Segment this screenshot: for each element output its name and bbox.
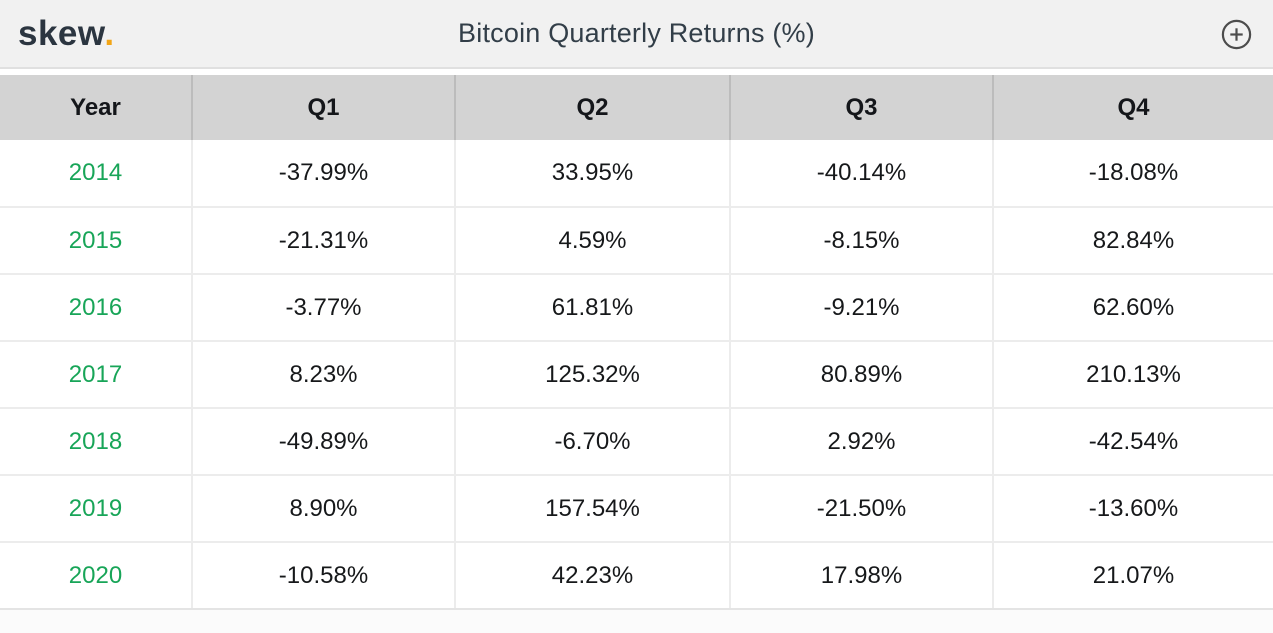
logo-dot: . xyxy=(104,14,115,53)
year-link[interactable]: 2014 xyxy=(0,140,193,208)
table-row-2014: 2014 -37.99% 33.95% -40.14% -18.08% xyxy=(0,140,1273,208)
table-row-2015: 2015 -21.31% 4.59% -8.15% 82.84% xyxy=(0,207,1273,275)
value-cell: 125.32% xyxy=(455,341,731,409)
table-row-2017: 2017 8.23% 125.32% 80.89% 210.13% xyxy=(0,341,1273,409)
value-cell: 157.54% xyxy=(455,475,731,543)
column-header-q4: Q4 xyxy=(993,75,1273,140)
value-cell: -3.77% xyxy=(192,274,456,342)
year-link[interactable]: 2016 xyxy=(0,274,193,342)
bottom-strip xyxy=(0,610,1273,632)
value-cell: -21.50% xyxy=(730,475,994,543)
table-row-2019: 2019 8.90% 157.54% -21.50% -13.60% xyxy=(0,475,1273,543)
column-header-q1: Q1 xyxy=(192,75,456,140)
value-cell: 8.23% xyxy=(192,341,456,409)
value-cell: -42.54% xyxy=(993,408,1273,476)
table-header-row: Year Q1 Q2 Q3 Q4 xyxy=(0,75,1273,140)
column-header-year: Year xyxy=(0,75,193,140)
value-cell: -10.58% xyxy=(192,542,456,610)
expand-button[interactable] xyxy=(1221,19,1252,50)
value-cell: 62.60% xyxy=(993,274,1273,342)
value-cell: 42.23% xyxy=(455,542,731,610)
value-cell: -21.31% xyxy=(192,207,456,275)
value-cell: -40.14% xyxy=(730,140,994,208)
value-cell: -49.89% xyxy=(192,408,456,476)
logo-text: skew xyxy=(18,14,105,53)
value-cell: -8.15% xyxy=(730,207,994,275)
skew-logo[interactable]: skew. xyxy=(18,16,115,51)
value-cell: -6.70% xyxy=(455,408,731,476)
value-cell: -9.21% xyxy=(730,274,994,342)
year-link[interactable]: 2017 xyxy=(0,341,193,409)
year-link[interactable]: 2020 xyxy=(0,542,193,610)
table-row-2020: 2020 -10.58% 42.23% 17.98% 21.07% xyxy=(0,542,1273,610)
value-cell: 21.07% xyxy=(993,542,1273,610)
value-cell: 4.59% xyxy=(455,207,731,275)
value-cell: 210.13% xyxy=(993,341,1273,409)
value-cell: -18.08% xyxy=(993,140,1273,208)
value-cell: 82.84% xyxy=(993,207,1273,275)
column-header-q3: Q3 xyxy=(730,75,994,140)
table-row-2018: 2018 -49.89% -6.70% 2.92% -42.54% xyxy=(0,408,1273,476)
value-cell: 8.90% xyxy=(192,475,456,543)
column-header-q2: Q2 xyxy=(455,75,731,140)
year-link[interactable]: 2015 xyxy=(0,207,193,275)
returns-table: Year Q1 Q2 Q3 Q4 2014 -37.99% 33.95% -40… xyxy=(0,75,1273,610)
value-cell: 17.98% xyxy=(730,542,994,610)
year-link[interactable]: 2018 xyxy=(0,408,193,476)
value-cell: 33.95% xyxy=(455,140,731,208)
value-cell: 80.89% xyxy=(730,341,994,409)
value-cell: -13.60% xyxy=(993,475,1273,543)
table-row-2016: 2016 -3.77% 61.81% -9.21% 62.60% xyxy=(0,274,1273,342)
plus-circle-icon xyxy=(1221,19,1252,50)
value-cell: 61.81% xyxy=(455,274,731,342)
top-header-bar: skew. Bitcoin Quarterly Returns (%) xyxy=(0,0,1273,69)
value-cell: 2.92% xyxy=(730,408,994,476)
page-title: Bitcoin Quarterly Returns (%) xyxy=(458,18,815,48)
value-cell: -37.99% xyxy=(192,140,456,208)
year-link[interactable]: 2019 xyxy=(0,475,193,543)
divider xyxy=(0,69,1273,75)
